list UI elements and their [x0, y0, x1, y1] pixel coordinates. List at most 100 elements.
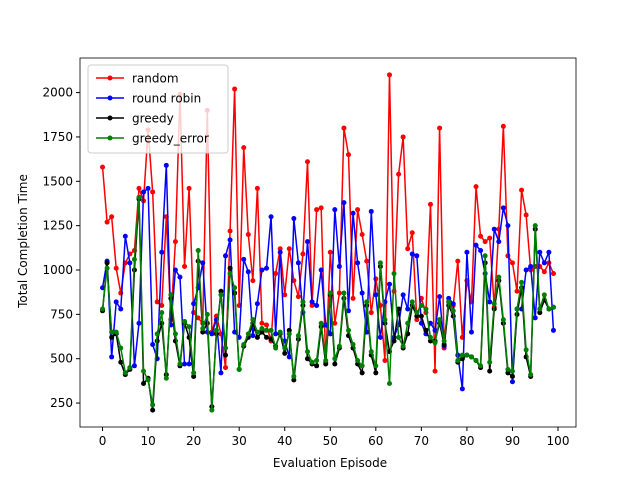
x-tick-label: 20	[186, 434, 201, 448]
point	[336, 290, 342, 296]
point	[364, 258, 370, 264]
point	[127, 260, 133, 266]
point	[409, 251, 415, 257]
x-tick-label: 60	[368, 434, 383, 448]
point	[359, 232, 365, 238]
point	[291, 373, 297, 379]
point	[345, 308, 351, 314]
point	[314, 302, 320, 308]
point	[350, 295, 356, 301]
point	[414, 317, 420, 323]
point	[505, 223, 511, 229]
point	[487, 235, 493, 241]
point	[546, 306, 552, 312]
point	[254, 334, 260, 340]
point	[368, 349, 374, 355]
legend-label: greedy_error	[132, 132, 209, 146]
point	[373, 363, 379, 369]
legend-marker	[107, 95, 113, 101]
y-tick-label: 1750	[42, 130, 73, 144]
legend-box	[87, 64, 229, 154]
legend-label: greedy	[132, 112, 174, 126]
point	[163, 162, 169, 168]
point	[400, 343, 406, 349]
point	[423, 327, 429, 333]
point	[241, 145, 247, 151]
point	[505, 370, 511, 376]
point	[441, 342, 447, 348]
y-tick-label: 250	[50, 396, 73, 410]
point	[286, 354, 292, 360]
point	[145, 377, 151, 383]
point	[377, 334, 383, 340]
point	[259, 320, 265, 326]
point	[500, 317, 506, 323]
point	[432, 368, 438, 374]
point	[541, 269, 547, 275]
point	[391, 271, 397, 277]
point	[528, 372, 534, 378]
point	[314, 363, 320, 369]
point	[332, 320, 338, 326]
point	[122, 370, 128, 376]
point	[254, 185, 260, 191]
point	[259, 326, 265, 332]
point	[186, 185, 192, 191]
point	[427, 320, 433, 326]
point	[163, 375, 169, 381]
point	[309, 359, 315, 365]
point	[505, 366, 511, 372]
point	[359, 363, 365, 369]
point	[104, 219, 110, 225]
point	[209, 407, 215, 413]
point	[241, 256, 247, 262]
point	[150, 189, 156, 195]
point	[204, 311, 210, 317]
point	[478, 247, 484, 253]
point	[478, 233, 484, 239]
point	[154, 299, 160, 305]
point	[227, 265, 233, 271]
point	[264, 327, 270, 333]
point	[532, 315, 538, 321]
point	[550, 304, 556, 310]
point	[264, 322, 270, 328]
point	[487, 359, 493, 365]
point	[254, 329, 260, 335]
point	[446, 295, 452, 301]
point	[277, 246, 283, 252]
x-tick-label: 90	[505, 434, 520, 448]
point	[232, 285, 238, 291]
point	[459, 352, 465, 358]
point	[150, 342, 156, 348]
point	[268, 214, 274, 220]
point	[446, 299, 452, 305]
y-tick-label: 1250	[42, 219, 73, 233]
point	[141, 368, 147, 374]
point	[131, 256, 137, 262]
plot-frame	[79, 57, 577, 428]
point	[223, 365, 229, 371]
point	[427, 201, 433, 207]
point	[264, 265, 270, 271]
point	[514, 288, 520, 294]
point	[295, 333, 301, 339]
point	[455, 357, 461, 363]
point	[218, 288, 224, 294]
point	[464, 352, 470, 358]
point	[400, 292, 406, 298]
point	[314, 357, 320, 363]
point	[373, 370, 379, 376]
point	[305, 356, 311, 362]
x-tick-label: 80	[459, 434, 474, 448]
point	[172, 331, 178, 337]
point	[277, 329, 283, 335]
point	[459, 386, 465, 392]
point	[505, 253, 511, 259]
point	[528, 263, 534, 269]
point	[118, 345, 124, 351]
point	[405, 246, 411, 252]
point	[136, 194, 142, 200]
point	[113, 265, 119, 271]
point	[323, 322, 329, 328]
